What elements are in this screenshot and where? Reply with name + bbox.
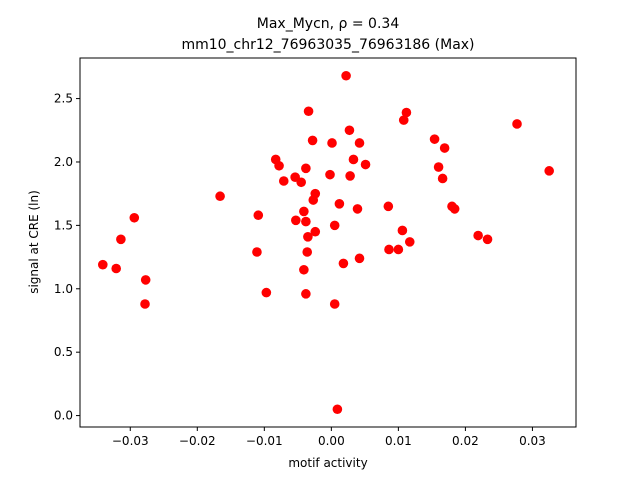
data-point	[354, 138, 365, 148]
data-point	[383, 201, 394, 212]
chart-title-line2: mm10_chr12_76963035_76963186 (Max)	[181, 37, 474, 53]
data-point	[398, 115, 409, 125]
data-point	[307, 135, 318, 146]
data-point	[97, 259, 108, 270]
data-points	[97, 70, 554, 415]
data-point	[332, 404, 343, 415]
data-point	[341, 70, 351, 81]
data-point	[296, 177, 306, 188]
y-tick-label: 1.5	[54, 218, 73, 232]
data-point	[301, 216, 311, 227]
y-tick-label: 1.0	[54, 282, 73, 296]
data-point	[261, 287, 272, 298]
data-point	[433, 162, 444, 172]
y-tick-label: 2.0	[54, 155, 73, 169]
data-point	[348, 154, 359, 165]
y-axis-ticks: 0.0 0.5 1.0 1.5 2.0 2.5	[54, 92, 80, 423]
data-point	[310, 188, 321, 199]
data-point	[449, 204, 460, 214]
data-point	[360, 159, 371, 170]
data-point	[301, 163, 311, 174]
data-point	[302, 247, 313, 257]
data-point	[116, 234, 126, 245]
data-point	[291, 215, 301, 226]
data-point	[437, 173, 448, 184]
data-point	[310, 226, 321, 237]
y-axis-label: signal at CRE (ln)	[27, 190, 41, 294]
y-tick-label: 0.5	[54, 345, 73, 359]
data-point	[329, 299, 340, 309]
data-point	[404, 237, 415, 247]
x-tick-label: −0.01	[246, 434, 283, 448]
data-point	[301, 289, 311, 299]
chart-title-line1: Max_Mycn, ρ = 0.34	[257, 16, 400, 32]
data-point	[354, 253, 365, 264]
data-point	[129, 212, 140, 223]
data-point	[329, 220, 340, 231]
data-point	[384, 244, 394, 255]
data-point	[140, 275, 151, 285]
data-point	[334, 199, 345, 209]
data-point	[327, 138, 337, 148]
data-point	[299, 206, 309, 217]
data-point	[473, 230, 483, 241]
x-tick-label: −0.02	[179, 434, 216, 448]
data-point	[325, 169, 335, 180]
x-tick-label: 0.02	[452, 434, 479, 448]
data-point	[345, 171, 355, 181]
data-point	[352, 204, 363, 214]
data-point	[299, 264, 309, 275]
data-point	[303, 231, 313, 242]
x-tick-label: 0.03	[519, 434, 546, 448]
data-point	[482, 234, 493, 245]
data-point	[338, 258, 349, 269]
data-point	[439, 143, 450, 153]
data-point	[215, 191, 225, 202]
data-point	[393, 244, 404, 255]
x-axis-label: motif activity	[288, 456, 367, 470]
y-tick-label: 2.5	[54, 92, 73, 106]
data-point	[278, 176, 289, 186]
data-point	[140, 299, 150, 309]
data-point	[429, 134, 440, 144]
data-point	[512, 119, 522, 129]
y-tick-label: 0.0	[54, 409, 73, 423]
x-axis-ticks: −0.03 −0.02 −0.01 0.00 0.01 0.02 0.03	[112, 427, 546, 448]
data-point	[544, 166, 554, 176]
data-point	[253, 210, 264, 221]
data-point	[344, 125, 355, 136]
data-point	[397, 225, 408, 236]
data-point	[401, 107, 412, 118]
data-point	[111, 263, 121, 274]
data-point	[252, 247, 262, 257]
data-point	[274, 160, 284, 171]
x-tick-label: 0.01	[385, 434, 412, 448]
data-point	[303, 106, 314, 117]
plot-frame	[79, 57, 577, 428]
x-tick-label: 0.00	[318, 434, 345, 448]
x-tick-label: −0.03	[112, 434, 149, 448]
